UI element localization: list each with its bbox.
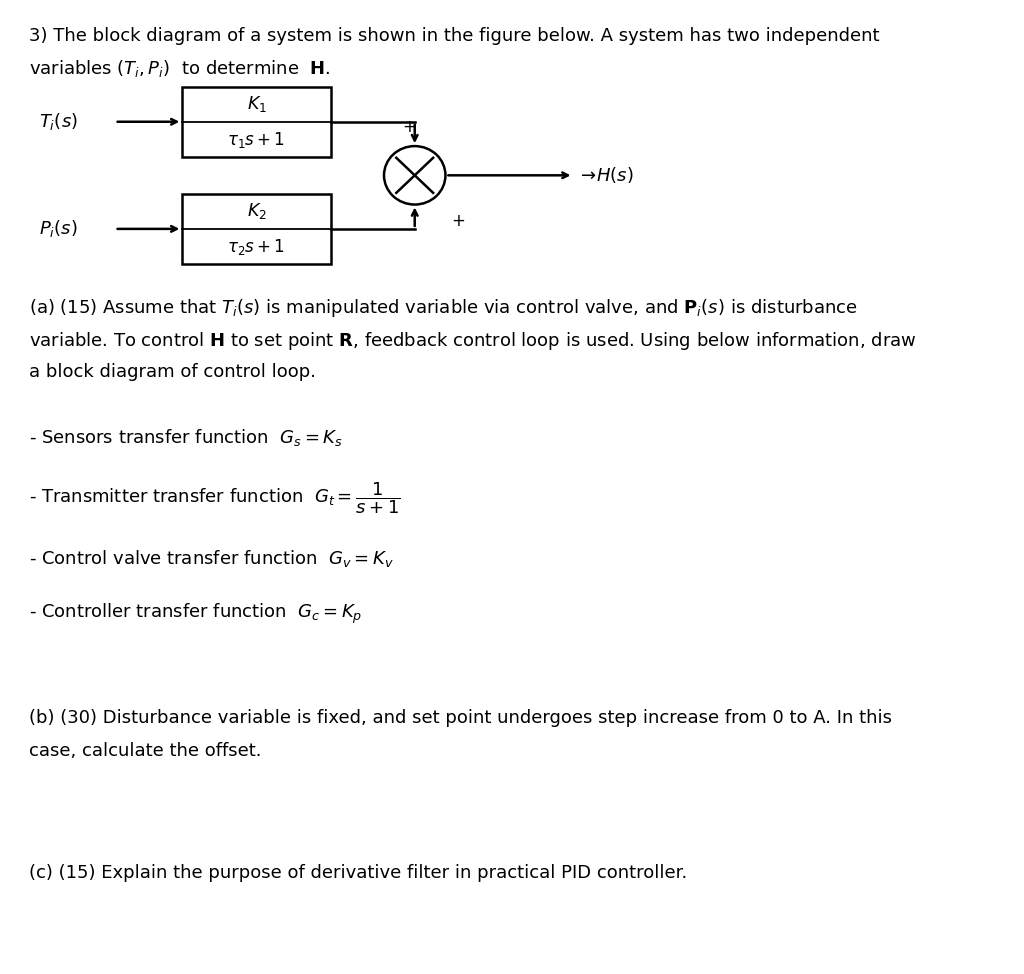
Text: +: + bbox=[402, 119, 417, 136]
Text: (b) (30) Disturbance variable is fixed, and set point undergoes step increase fr: (b) (30) Disturbance variable is fixed, … bbox=[29, 709, 892, 727]
Text: $K_1$: $K_1$ bbox=[247, 94, 266, 114]
Text: $\rightarrow\!\mathit{H}(s)$: $\rightarrow\!\mathit{H}(s)$ bbox=[577, 166, 633, 185]
Text: - Controller transfer function  $G_c = K_p$: - Controller transfer function $G_c = K_… bbox=[29, 602, 362, 626]
Text: $T_i(s)$: $T_i(s)$ bbox=[39, 111, 78, 132]
Text: case, calculate the offset.: case, calculate the offset. bbox=[29, 742, 261, 760]
Text: - Transmitter transfer function  $G_t = \dfrac{1}{s+1}$: - Transmitter transfer function $G_t = \… bbox=[29, 480, 400, 516]
Text: $P_i(s)$: $P_i(s)$ bbox=[39, 218, 78, 240]
Text: - Sensors transfer function  $G_s = K_s$: - Sensors transfer function $G_s = K_s$ bbox=[29, 427, 343, 448]
Circle shape bbox=[384, 146, 445, 205]
Text: $\tau_2 s+1$: $\tau_2 s+1$ bbox=[227, 237, 286, 257]
Text: variables $(T_i, P_i)$  to determine  $\mathbf{H}$.: variables $(T_i, P_i)$ to determine $\ma… bbox=[29, 58, 330, 80]
Text: $\tau_1 s+1$: $\tau_1 s+1$ bbox=[227, 130, 286, 150]
Text: 3) The block diagram of a system is shown in the figure below. A system has two : 3) The block diagram of a system is show… bbox=[29, 27, 880, 45]
Text: +: + bbox=[452, 212, 466, 230]
Bar bbox=[182, 194, 331, 264]
Text: $K_2$: $K_2$ bbox=[247, 202, 266, 221]
Text: variable. To control $\mathbf{H}$ to set point $\mathbf{R}$, feedback control lo: variable. To control $\mathbf{H}$ to set… bbox=[29, 330, 916, 353]
Text: (c) (15) Explain the purpose of derivative filter in practical PID controller.: (c) (15) Explain the purpose of derivati… bbox=[29, 864, 687, 881]
Text: - Control valve transfer function  $G_v = K_v$: - Control valve transfer function $G_v =… bbox=[29, 548, 393, 570]
Text: a block diagram of control loop.: a block diagram of control loop. bbox=[29, 363, 315, 381]
Bar bbox=[182, 87, 331, 157]
Text: (a) (15) Assume that $\mathit{T}_i(s)$ is manipulated variable via control valve: (a) (15) Assume that $\mathit{T}_i(s)$ i… bbox=[29, 297, 857, 319]
